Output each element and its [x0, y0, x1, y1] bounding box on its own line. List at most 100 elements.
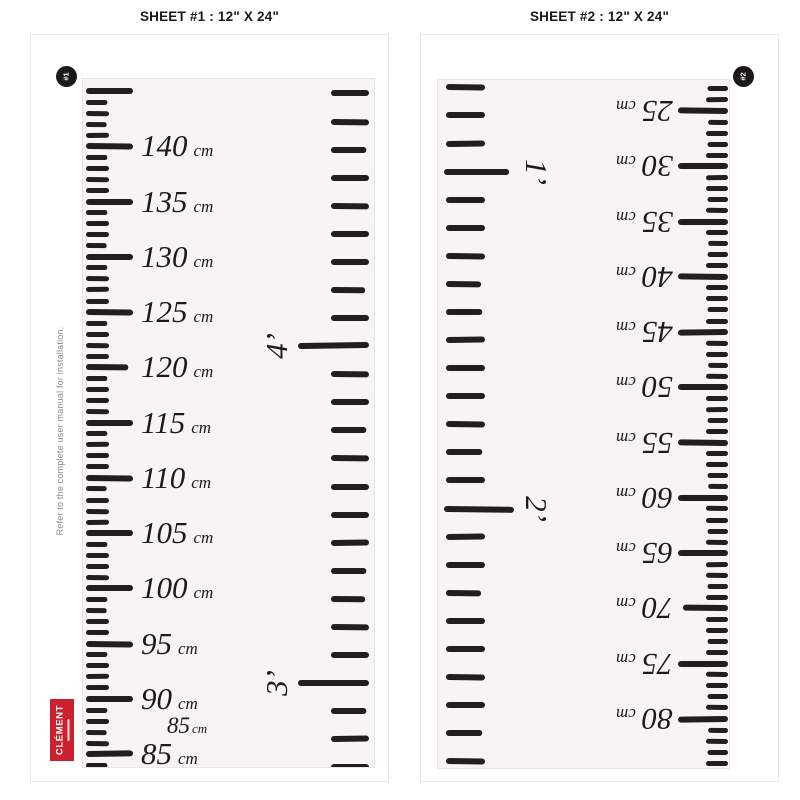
sheet2-ruler-strip: 25 cm 30 cm 35 cm 40 cm 45 cm 50 cm 55 cm 60 cm 65 cm 70 cm… [437, 79, 730, 769]
cm-label-unit: cm [616, 318, 636, 338]
cm-minor-tick [86, 320, 108, 326]
cm-minor-tick [707, 749, 728, 755]
cm-minor-tick [705, 705, 729, 711]
inch-tick [446, 617, 485, 624]
cm-label-unit: cm [616, 428, 636, 448]
cm-minor-tick [707, 307, 728, 313]
cm-major-tick [678, 660, 728, 667]
cm-label-number: 45 [642, 315, 673, 351]
cm-minor-tick [706, 683, 728, 689]
inch-tick [445, 589, 482, 597]
cm-minor-tick [705, 672, 729, 678]
inch-tick [445, 139, 486, 147]
inch-tick [446, 308, 483, 315]
cm-minor-tick [86, 762, 108, 767]
cm-minor-tick [707, 694, 728, 700]
cm-minor-tick [708, 240, 729, 247]
cm-major-tick [86, 88, 133, 94]
cm-label-number: 135 [141, 183, 188, 219]
clement-logo: CLÉMENT [50, 699, 74, 761]
cm-minor-tick [86, 154, 108, 160]
inch-tick [330, 735, 370, 743]
cm-minor-tick [707, 86, 728, 92]
cm-minor-tick [705, 406, 729, 413]
foot-label: 4’ [259, 333, 294, 360]
inch-tick [330, 455, 370, 462]
inch-tick [446, 393, 485, 400]
cm-label-unit: cm [193, 141, 214, 161]
inch-tick [330, 118, 370, 125]
cm-label-number: 70 [642, 591, 673, 627]
foot-tick [297, 342, 370, 350]
cm-label-unit: cm [616, 649, 636, 669]
cm-minor-tick [705, 738, 729, 744]
cm-label-number: 55 [642, 425, 673, 461]
cm-label-number: 80 [642, 702, 673, 738]
cm-label-number: 110 [141, 459, 186, 495]
inch-tick [331, 146, 367, 153]
cm-label-number: 95 [141, 625, 172, 661]
cm-minor-tick [706, 185, 728, 191]
cm-label-unit: cm [191, 472, 212, 492]
cm-minor-tick [707, 528, 728, 534]
cm-minor-tick [86, 165, 109, 171]
cm-label: 50 cm [616, 367, 673, 407]
cm-minor-tick [705, 506, 729, 512]
cm-minor-tick [705, 561, 729, 568]
sheet1-card: #1 Refer to the complete user manual for… [30, 34, 389, 782]
inch-tick [445, 336, 486, 344]
cm-major-tick [678, 163, 728, 170]
inch-tick [330, 595, 366, 603]
inch-tick [445, 84, 486, 91]
cm-label-number: 85 [167, 713, 190, 738]
cm-label-number: 105 [141, 515, 188, 551]
inch-tick [446, 196, 485, 203]
cm-label: 65 cm [616, 533, 673, 573]
cm-major-tick [678, 494, 728, 501]
cm-label: 75 cm [616, 644, 673, 684]
cm-major-tick [682, 605, 729, 612]
cm-major-tick [86, 585, 133, 592]
cm-minor-tick [706, 517, 728, 523]
cm-label-number: 75 [642, 646, 673, 682]
cm-label-number: 50 [642, 370, 673, 406]
inch-tick [331, 90, 369, 97]
cm-label-unit: cm [616, 705, 636, 725]
cm-minor-tick [86, 298, 109, 304]
sheet1-number-badge: #1 [56, 66, 77, 87]
cm-minor-tick [85, 243, 107, 249]
cm-label-unit: cm [616, 539, 636, 559]
cm-major-tick [85, 364, 129, 371]
cm-label-number: 130 [141, 238, 188, 274]
cm-minor-tick [706, 429, 728, 435]
sheet2-badge-label: #2 [739, 72, 748, 81]
cm-label-unit: cm [193, 251, 214, 271]
cm-label-unit: cm [178, 694, 198, 714]
cm-major-tick [85, 309, 134, 316]
cm-label-number: 90 [141, 681, 172, 717]
inch-tick [330, 286, 366, 294]
inch-tick [445, 252, 486, 260]
inch-tick [331, 708, 367, 715]
cm-label: 90 cm [141, 679, 198, 719]
cm-minor-tick [86, 652, 108, 658]
cm-major-tick [85, 474, 134, 482]
cm-minor-tick [707, 639, 728, 645]
inch-tick [331, 764, 369, 767]
cm-minor-tick [85, 110, 110, 116]
cm-label: 55 cm [616, 423, 673, 463]
inch-tick [331, 230, 369, 237]
cm-label-number: 140 [141, 128, 188, 164]
cm-minor-tick [706, 451, 728, 457]
cm-label-unit: cm [616, 373, 636, 393]
cm-minor-tick [708, 727, 729, 733]
cm-minor-tick [86, 630, 109, 636]
cm-minor-tick [86, 497, 109, 503]
inch-tick [445, 758, 486, 765]
cm-label: 140 cm [141, 126, 213, 166]
inch-tick [445, 280, 482, 288]
cm-minor-tick [706, 395, 728, 401]
cm-label: 120 cm [141, 347, 213, 387]
cm-label: 35 cm [616, 202, 673, 242]
cm-label: 115 cm [141, 403, 211, 443]
